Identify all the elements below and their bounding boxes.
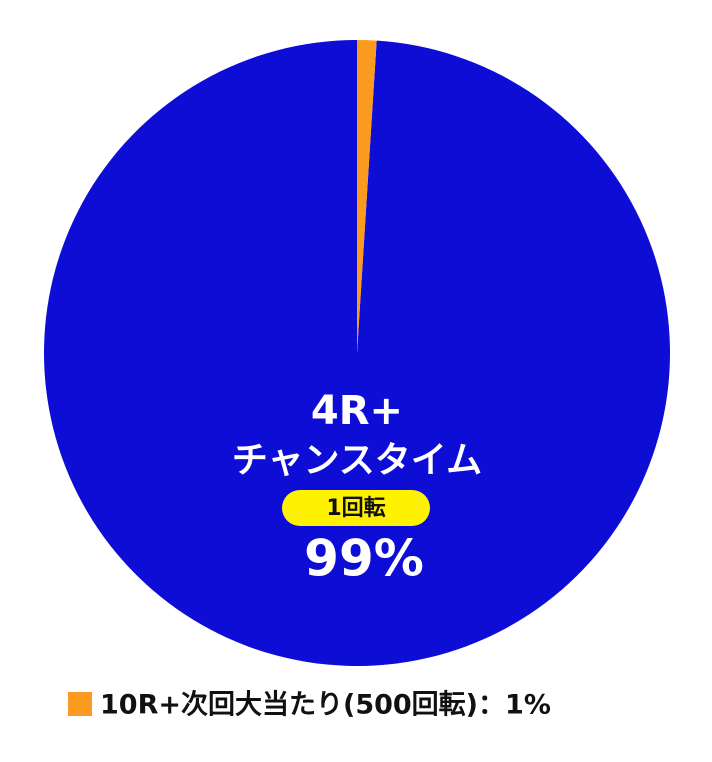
value-label: 99% (304, 530, 424, 588)
pie (43, 40, 671, 667)
slice-label: 4R+ (311, 388, 403, 434)
badge (282, 490, 430, 526)
pie-slice (357, 40, 377, 353)
slice-label: チャンスタイム (232, 440, 482, 481)
pie-slice (43, 40, 671, 667)
legend-label: 10R+次回大当たり(500回転)：1% (100, 690, 551, 721)
badge-label: 1回転 (326, 495, 385, 521)
legend-swatch (68, 692, 92, 716)
